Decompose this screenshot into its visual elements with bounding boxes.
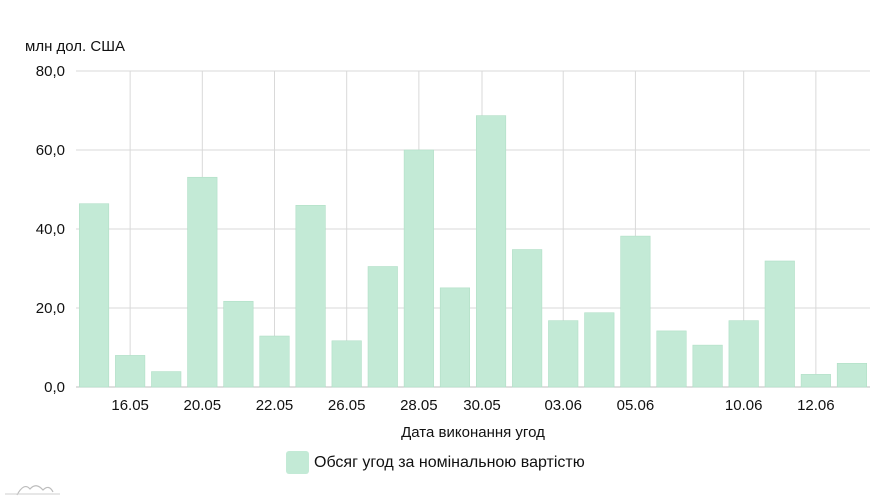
bar[interactable] [692, 344, 723, 388]
bar[interactable] [475, 115, 507, 388]
bar[interactable] [223, 300, 254, 388]
bar[interactable] [656, 330, 687, 388]
y-tick-label: 60,0 [36, 142, 65, 159]
bar[interactable] [403, 149, 434, 388]
bar[interactable] [512, 249, 543, 388]
bar[interactable] [187, 176, 218, 388]
bar[interactable] [728, 320, 759, 388]
y-tick-label: 80,0 [36, 63, 65, 80]
axes: 0,0 20,0 40,0 60,0 80,0 16.05 20.05 22.05 26.05 2… [36, 63, 835, 414]
bar[interactable] [151, 371, 182, 388]
x-tick-label: 10.06 [725, 397, 763, 414]
bar[interactable] [295, 205, 326, 388]
bar[interactable] [259, 335, 290, 388]
legend-label: Обсяг угод за номінальною вартістю [314, 454, 585, 471]
x-tick-label: 30.05 [463, 397, 501, 414]
x-tick-label: 12.06 [797, 397, 835, 414]
bars [78, 115, 868, 388]
bar[interactable] [584, 312, 615, 388]
x-tick-label: 05.06 [617, 397, 655, 414]
x-tick-label: 22.05 [256, 397, 294, 414]
x-tick-label: 03.06 [544, 397, 582, 414]
y-tick-label: 20,0 [36, 300, 65, 317]
bar[interactable] [764, 260, 795, 388]
y-tick-label: 0,0 [44, 379, 65, 396]
bar[interactable] [115, 355, 146, 388]
bar[interactable] [620, 235, 651, 388]
x-tick-label: 28.05 [400, 397, 438, 414]
brand-logo-icon [5, 485, 60, 496]
legend[interactable]: Обсяг угод за номінальною вартістю [286, 451, 585, 474]
x-tick-label: 16.05 [111, 397, 149, 414]
bar[interactable] [367, 266, 398, 388]
bar[interactable] [78, 203, 110, 388]
bar[interactable] [836, 362, 868, 388]
x-tick-label: 20.05 [184, 397, 222, 414]
x-axis-title: Дата виконання угод [401, 424, 545, 441]
y-tick-label: 40,0 [36, 221, 65, 238]
bar[interactable] [800, 374, 831, 388]
bar[interactable] [548, 320, 579, 388]
bar[interactable] [439, 287, 471, 388]
y-unit-label: млн дол. США [25, 38, 125, 55]
legend-swatch [286, 451, 309, 474]
x-tick-label: 26.05 [328, 397, 366, 414]
bar[interactable] [331, 340, 362, 388]
